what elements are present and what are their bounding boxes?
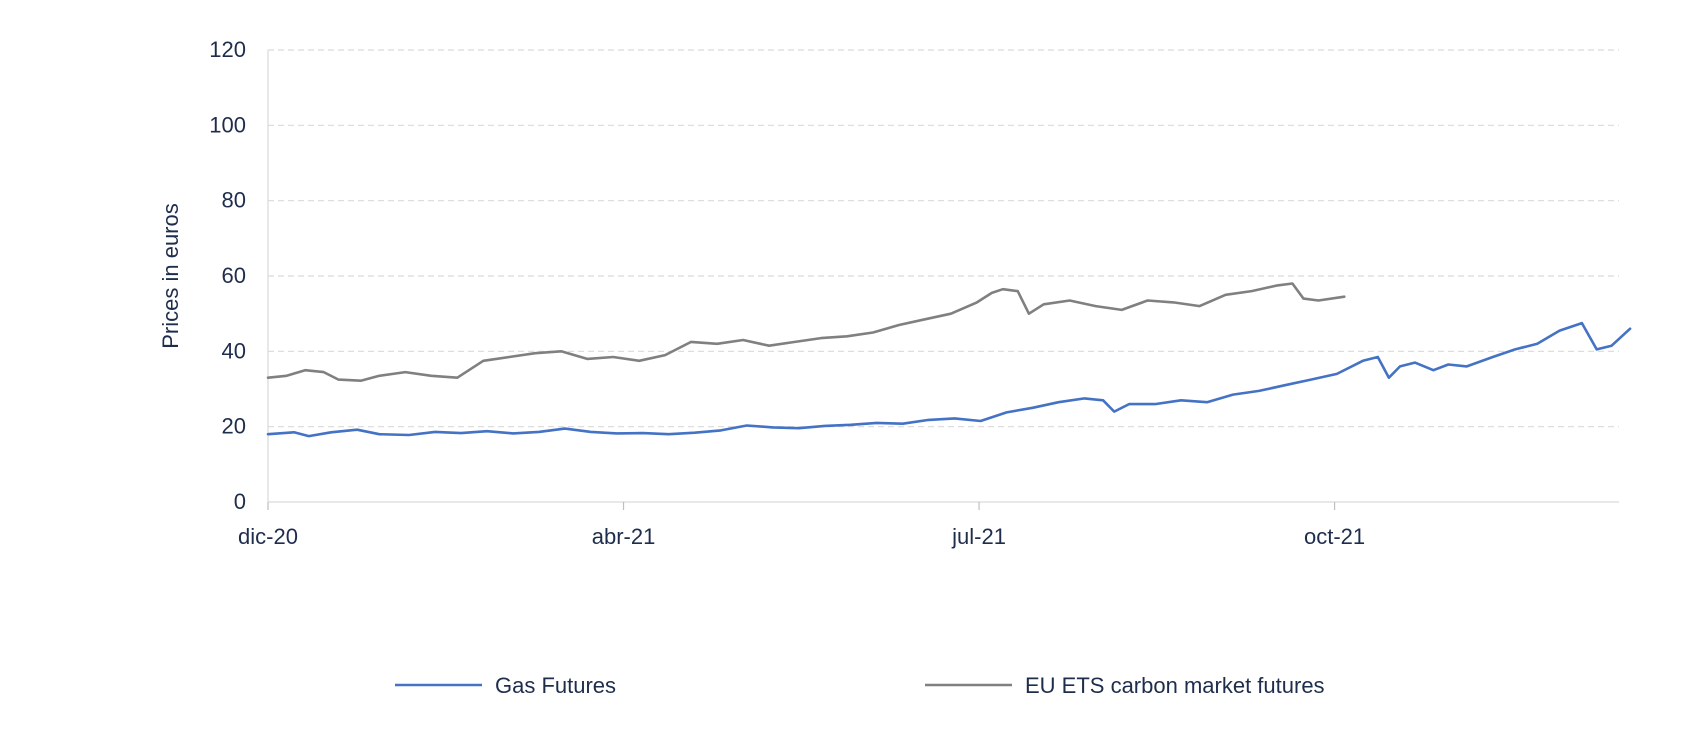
y-tick-label: 120 xyxy=(209,37,246,62)
y-axis-ticks: 0 20 40 60 80 100 120 xyxy=(209,37,246,514)
gridlines xyxy=(268,49,1619,428)
legend: Gas Futures EU ETS carbon market futures xyxy=(395,673,1325,698)
y-tick-label: 100 xyxy=(209,112,246,137)
x-tick-label: jul-21 xyxy=(951,524,1006,549)
x-tick-label: abr-21 xyxy=(592,524,656,549)
x-tick-label: oct-21 xyxy=(1304,524,1365,549)
y-tick-label: 0 xyxy=(234,489,246,514)
y-tick-label: 60 xyxy=(222,263,246,288)
y-tick-label: 40 xyxy=(222,338,246,363)
series-lines xyxy=(266,282,1632,438)
y-tick-label: 20 xyxy=(222,414,246,439)
y-tick-label: 80 xyxy=(222,188,246,213)
x-axis-ticks: dic-20 abr-21 jul-21 oct-21 xyxy=(238,502,1365,549)
axes xyxy=(267,50,1619,503)
legend-label: EU ETS carbon market futures xyxy=(1025,673,1325,698)
x-tick-label: dic-20 xyxy=(238,524,298,549)
y-axis-title: Prices in euros xyxy=(158,203,183,349)
series-line-gas-futures xyxy=(266,321,1632,438)
series-line-eu-ets-carbon-futures xyxy=(266,282,1346,383)
legend-label: Gas Futures xyxy=(495,673,616,698)
